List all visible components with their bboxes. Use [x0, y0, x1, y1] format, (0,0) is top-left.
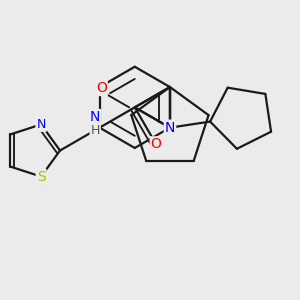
Text: O: O — [151, 137, 161, 151]
Text: H: H — [91, 124, 100, 137]
Text: N: N — [90, 110, 101, 124]
Text: S: S — [37, 169, 46, 184]
Text: N: N — [165, 121, 175, 135]
Text: N: N — [36, 118, 46, 131]
Text: O: O — [96, 81, 107, 95]
